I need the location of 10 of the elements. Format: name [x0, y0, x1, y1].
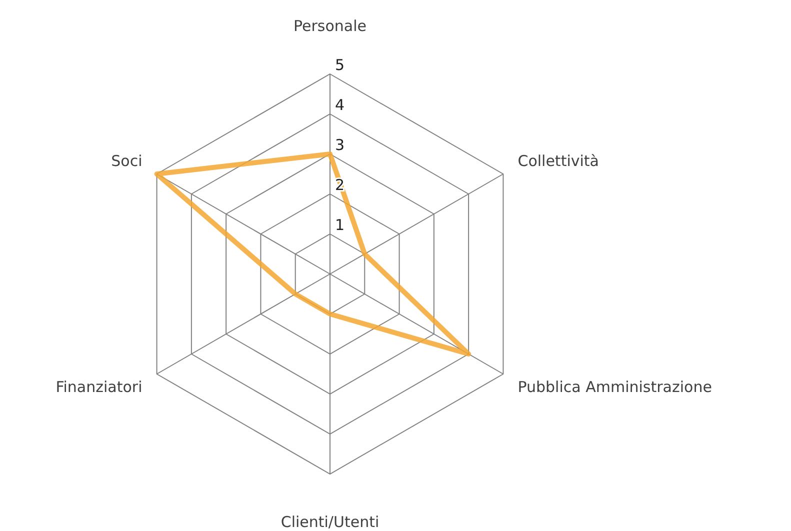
spoke-label: Clienti/Utenti — [280, 513, 380, 531]
y-tick-label: 4 — [335, 96, 345, 114]
y-tick-label: 5 — [335, 56, 345, 74]
y-tick-label: 3 — [335, 136, 345, 154]
y-tick-label: 1 — [335, 216, 345, 234]
spoke-label: Finanziatori — [56, 378, 142, 396]
spoke-label: Pubblica Amministrazione — [518, 378, 712, 396]
spoke-label: Soci — [111, 152, 142, 170]
spoke-label: Collettività — [518, 152, 599, 170]
spoke-label: Personale — [294, 17, 366, 35]
